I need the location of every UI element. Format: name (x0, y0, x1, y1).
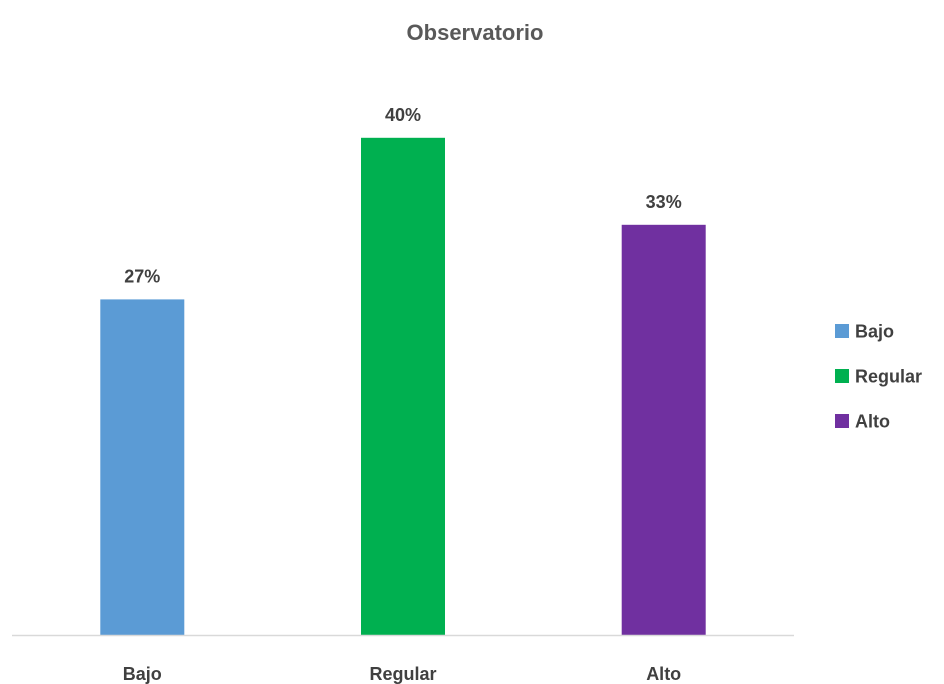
x-tick-label-bajo: Bajo (123, 664, 162, 684)
bar-bajo (100, 299, 185, 635)
chart-title: Observatorio (407, 20, 544, 45)
legend-item-bajo: Bajo (835, 322, 894, 342)
x-tick-label-regular: Regular (369, 664, 436, 684)
legend-label-alto: Alto (855, 412, 890, 432)
legend-label-regular: Regular (855, 367, 922, 387)
legend: Bajo Regular Alto (835, 322, 922, 432)
data-label-alto: 33% (646, 192, 682, 212)
data-label-bajo: 27% (124, 266, 160, 286)
legend-label-bajo: Bajo (855, 322, 894, 342)
x-tick-label-alto: Alto (646, 664, 681, 684)
legend-swatch-alto (835, 414, 849, 428)
data-label-regular: 40% (385, 105, 421, 125)
legend-swatch-bajo (835, 324, 849, 338)
legend-item-alto: Alto (835, 412, 890, 432)
bars-layer: 27% 40% 33% (100, 105, 706, 636)
legend-item-regular: Regular (835, 367, 922, 387)
bar-regular (361, 137, 445, 636)
legend-swatch-regular (835, 369, 849, 383)
x-axis-ticks: Bajo Regular Alto (123, 664, 681, 684)
bar-alto (621, 224, 706, 636)
